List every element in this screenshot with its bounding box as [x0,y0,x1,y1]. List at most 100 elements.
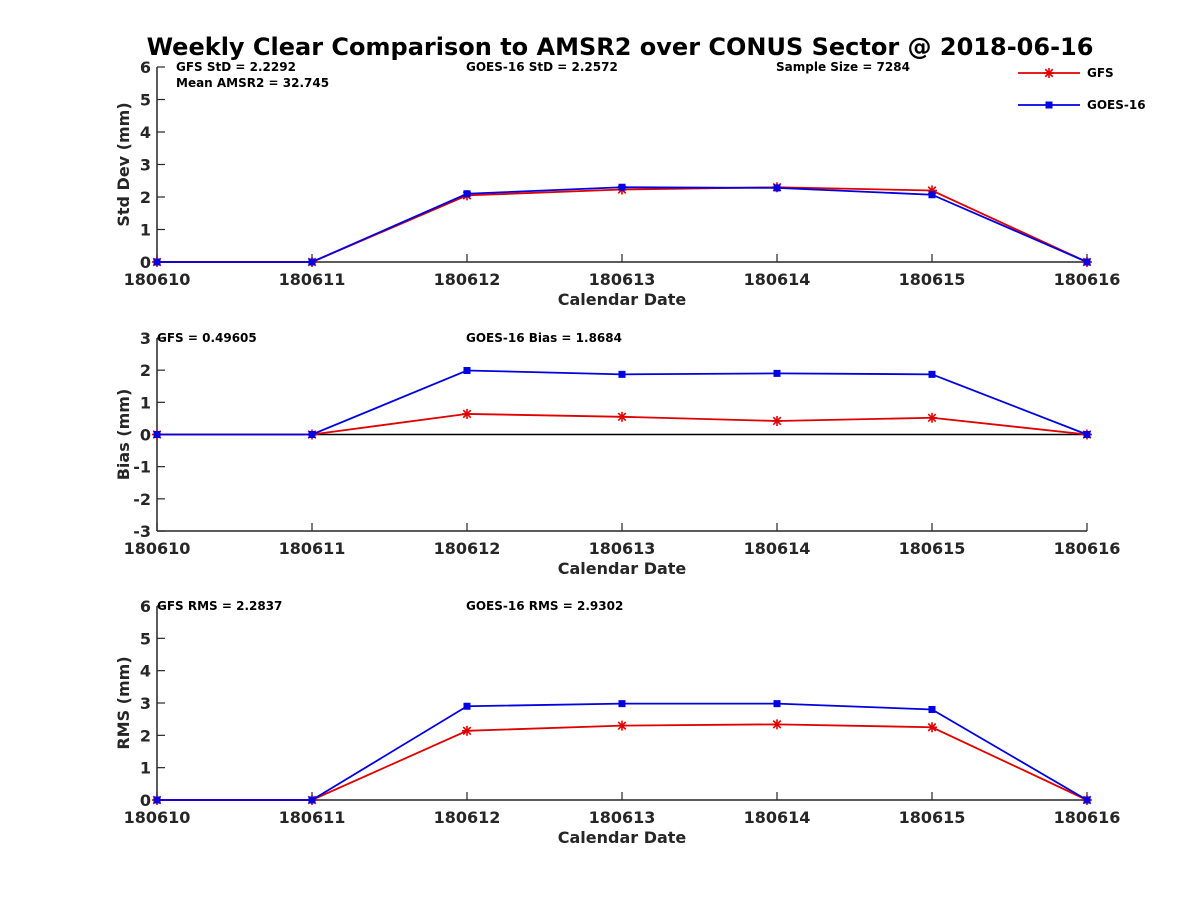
legend-marker [1045,101,1053,109]
y-tick-label: 3 [140,329,151,348]
asterisk-stroke [927,722,937,732]
stat-annotation: GFS RMS = 2.2837 [157,599,282,613]
legend: GFS GOES-16 [1018,66,1146,112]
legend-marker [1044,68,1054,78]
x-tick-label: 180611 [279,270,346,289]
data-point-goes-16 [928,705,936,713]
y-tick-label: 4 [140,662,151,681]
y-axis-title: Bias (mm) [114,389,133,481]
data-point-gfs [617,720,627,731]
y-tick-label: 1 [140,221,151,240]
x-tick-label: 180615 [899,539,966,558]
y-tick-label: -2 [133,490,151,509]
data-point-goes-16 [463,702,471,710]
chart-panels: 0 1 2 3 4 5 6 180610 180611 180612 180613 180614 180… [114,58,1120,847]
data-point-gfs [772,415,782,426]
y-tick-label: 6 [140,597,151,616]
x-tick-label: 180613 [589,539,656,558]
asterisk-stroke [772,416,782,426]
data-point-goes-16 [618,370,626,378]
stat-annotation: GOES-16 StD = 2.2572 [466,60,618,74]
y-tick-label: 5 [140,629,151,648]
x-tick-label: 180610 [124,539,191,558]
y-tick-label: 0 [140,253,151,272]
x-axis-title: Calendar Date [558,559,687,578]
data-point-gfs [462,408,472,419]
chart-panel-2: -3 -2 -1 0 1 2 3 180610 180611 180612 180613 180614… [114,329,1120,578]
asterisk-stroke [462,409,472,419]
y-tick-label: 5 [140,91,151,110]
asterisk-stroke [617,412,627,422]
x-tick-label: 180614 [744,270,811,289]
stat-annotation: GOES-16 Bias = 1.8684 [466,331,622,345]
x-tick-label: 180613 [589,270,656,289]
data-point-gfs [462,725,472,736]
data-point-goes-16 [308,258,316,266]
x-tick-label: 180611 [279,539,346,558]
data-point-goes-16 [1083,431,1091,438]
x-tick-label: 180615 [899,270,966,289]
data-point-goes-16 [153,796,161,804]
asterisk-stroke [772,720,782,729]
x-axis-title: Calendar Date [558,828,687,847]
y-axis-title: Std Dev (mm) [114,102,133,226]
data-point-goes-16 [773,369,781,377]
data-point-goes-16 [618,183,626,191]
x-tick-label: 180612 [434,539,501,558]
data-point-goes-16 [928,370,936,378]
x-axis-title: Calendar Date [558,290,687,309]
chart-panel-1: 0 1 2 3 4 5 6 180610 180611 180612 180613 180614 180… [114,58,1120,309]
y-tick-label: -1 [133,458,151,477]
asterisk-stroke [1044,68,1054,78]
series-line-gfs [157,186,1088,263]
x-tick-label: 180610 [124,270,191,289]
stat-annotation: GFS = 0.49605 [157,331,257,345]
stat-annotation: GFS StD = 2.2292 [176,60,296,74]
asterisk-stroke [462,726,472,736]
chart-title: Weekly Clear Comparison to AMSR2 over CO… [147,33,1094,61]
series-line-goes-16 [157,702,1088,801]
stat-annotation: Sample Size = 7284 [776,60,910,74]
stat-annotation: Mean AMSR2 = 32.745 [176,76,329,90]
x-tick-label: 180610 [124,808,191,827]
data-point-goes-16 [773,700,781,708]
y-tick-label: 2 [140,188,151,207]
data-point-gfs [927,722,937,733]
y-tick-label: 2 [140,361,151,380]
data-point-gfs [617,411,627,422]
legend-label: GFS [1087,66,1114,80]
data-point-goes-16 [308,796,316,804]
data-point-goes-16 [463,190,471,198]
x-tick-label: 180616 [1054,808,1121,827]
legend-item-gfs: GFS [1018,66,1114,80]
x-tick-label: 180616 [1054,270,1121,289]
y-tick-label: 1 [140,393,151,412]
x-tick-label: 180611 [279,808,346,827]
legend-item-goes-16: GOES-16 [1018,98,1146,112]
asterisk-stroke [927,413,937,423]
y-tick-label: 0 [140,791,151,810]
y-tick-label: -3 [133,522,151,541]
chart-panel-3: 0 1 2 3 4 5 6 180610 180611 180612 180613 180614 180… [114,597,1120,847]
data-point-goes-16 [618,700,626,708]
y-tick-label: 2 [140,726,151,745]
stat-annotation: GOES-16 RMS = 2.9302 [466,599,623,613]
y-axis-title: RMS (mm) [114,656,133,749]
data-point-goes-16 [928,191,936,199]
asterisk-stroke [617,721,627,730]
data-point-goes-16 [153,431,161,438]
series-line-goes-16 [157,369,1088,436]
y-tick-label: 3 [140,156,151,175]
x-tick-label: 180614 [744,539,811,558]
x-tick-label: 180612 [434,808,501,827]
data-point-goes-16 [1083,258,1091,266]
data-point-gfs [772,719,782,730]
y-tick-label: 4 [140,123,151,142]
x-tick-label: 180613 [589,808,656,827]
x-tick-label: 180615 [899,808,966,827]
y-tick-label: 0 [140,426,151,445]
data-point-goes-16 [308,431,316,438]
legend-label: GOES-16 [1087,98,1146,112]
data-point-goes-16 [1083,796,1091,804]
